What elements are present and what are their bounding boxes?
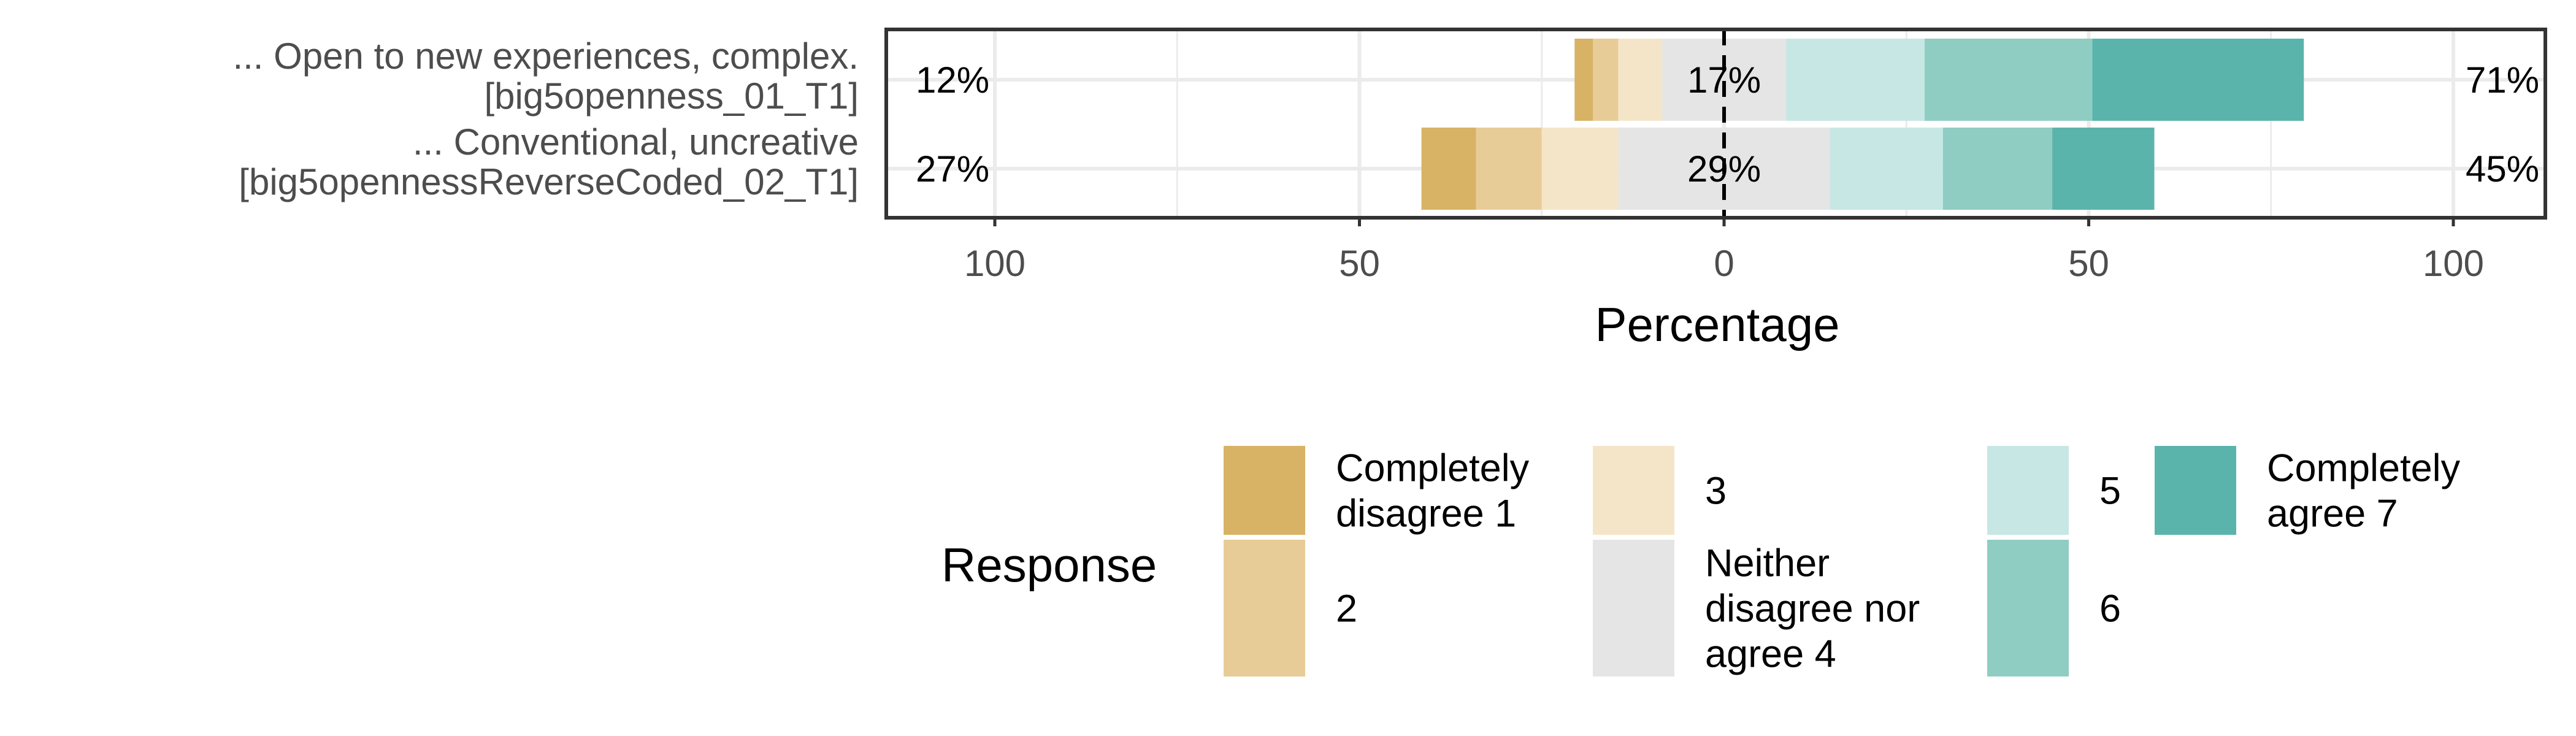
- legend-key: [1593, 446, 1674, 535]
- left-total-label: 12%: [916, 59, 989, 101]
- bar-segment: [1592, 39, 1619, 121]
- bar-segment: [1786, 39, 1925, 121]
- legend-label: Neither disagree nor agree 4: [1705, 542, 1920, 676]
- x-tick-label: 50: [2068, 243, 2109, 284]
- legend-key: [1593, 540, 1674, 677]
- legend-title: Response: [941, 538, 1157, 592]
- plot-panel: 12% 17% 71% 27% 29% 45%: [884, 28, 2547, 220]
- legend-label: 3: [1705, 470, 1727, 513]
- x-tick-label: 100: [964, 243, 1025, 284]
- bar-segment: [1924, 39, 2093, 121]
- bar-segment: [1942, 128, 2053, 210]
- legend-label: 6: [2099, 588, 2121, 631]
- bar-segment: [1541, 128, 1619, 210]
- bar-segment: [1830, 128, 1943, 210]
- center-label: 29%: [1687, 148, 1761, 190]
- legend-label: 5: [2099, 470, 2121, 513]
- y-category-label: ... Open to new experiences, complex. [bi…: [232, 36, 859, 117]
- legend-key: [1224, 540, 1305, 677]
- legend-key: [1224, 446, 1305, 535]
- legend: Response Completely disagree 1 2 3 Neither dis…: [941, 446, 2461, 677]
- legend-label: Completely disagree 1: [1336, 447, 1530, 535]
- x-axis-ticks: 100 50 0 50 100: [964, 218, 2484, 284]
- bar-segment: [1574, 39, 1593, 121]
- x-axis-title: Percentage: [1595, 297, 1840, 351]
- legend-label: Completely agree 7: [2267, 447, 2461, 535]
- x-tick-label: 50: [1339, 243, 1380, 284]
- x-tick-label: 100: [2423, 243, 2484, 284]
- legend-key: [1987, 540, 2069, 677]
- y-category-label: ... Conventional, uncreative [big5opennes…: [239, 121, 859, 202]
- x-tick-label: 0: [1714, 243, 1734, 284]
- bar-segment: [2052, 128, 2155, 210]
- panel-border: [884, 28, 2547, 220]
- bar-segment: [1421, 128, 1476, 210]
- legend-label: 2: [1336, 588, 1357, 631]
- legend-key: [1987, 446, 2069, 535]
- bar-segment: [1618, 39, 1662, 121]
- y-axis-labels: ... Open to new experiences, complex. [bi…: [232, 36, 859, 202]
- center-label: 17%: [1687, 59, 1761, 101]
- left-total-label: 27%: [916, 148, 989, 190]
- bar-segment: [1476, 128, 1542, 210]
- right-total-label: 71%: [2466, 59, 2539, 101]
- legend-key: [2155, 446, 2236, 535]
- bar-segment: [2092, 39, 2304, 121]
- right-total-label: 45%: [2466, 148, 2539, 190]
